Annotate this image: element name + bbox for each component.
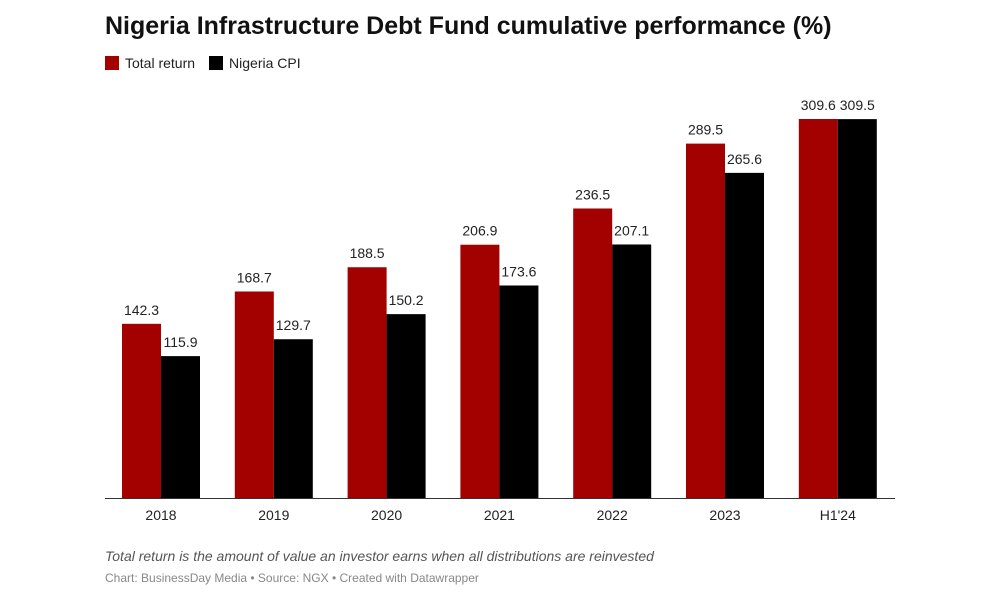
data-label: 309.5 xyxy=(840,97,875,113)
legend-item-total-return: Total return xyxy=(105,55,195,71)
x-tick-label: 2020 xyxy=(371,507,402,523)
data-label: 289.5 xyxy=(688,122,723,138)
chart-title: Nigeria Infrastructure Debt Fund cumulat… xyxy=(105,12,832,40)
data-label: 309.6 xyxy=(801,97,836,113)
legend-swatch-total-return xyxy=(105,56,119,70)
bar xyxy=(686,143,725,498)
x-tick-label: 2022 xyxy=(597,507,628,523)
data-label: 207.1 xyxy=(614,222,649,238)
chart-note: Total return is the amount of value an i… xyxy=(105,548,654,564)
data-label: 236.5 xyxy=(575,186,610,202)
x-tick-label: 2019 xyxy=(258,507,289,523)
data-label: 142.3 xyxy=(124,302,159,318)
bar xyxy=(612,244,652,498)
legend-item-nigeria-cpi: Nigeria CPI xyxy=(209,55,301,71)
data-label: 265.6 xyxy=(727,151,762,167)
bar xyxy=(386,314,426,498)
bar xyxy=(725,172,764,499)
bar xyxy=(122,323,161,498)
x-tick-label: 2021 xyxy=(484,507,515,523)
legend-swatch-nigeria-cpi xyxy=(209,56,224,70)
bar xyxy=(347,267,387,498)
bar xyxy=(573,208,613,498)
bar xyxy=(460,244,500,498)
data-label: 188.5 xyxy=(350,245,385,261)
bar xyxy=(234,291,274,498)
legend-label: Nigeria CPI xyxy=(229,55,301,71)
data-label: 168.7 xyxy=(237,269,272,285)
bar xyxy=(161,356,200,498)
x-tick-label: 2018 xyxy=(145,507,176,523)
legend-label: Total return xyxy=(125,55,196,71)
x-tick-label: 2023 xyxy=(709,507,740,523)
data-label: 206.9 xyxy=(462,223,497,239)
data-label: 129.7 xyxy=(276,317,311,333)
bar xyxy=(499,285,539,498)
data-label: 115.9 xyxy=(164,334,198,350)
bar xyxy=(798,119,838,498)
bar xyxy=(837,119,877,499)
x-tick-label: H1'24 xyxy=(820,507,856,523)
chart-credit: Chart: BusinessDay Media • Source: NGX •… xyxy=(105,571,479,585)
data-label: 173.6 xyxy=(501,263,536,279)
data-label: 150.2 xyxy=(389,292,424,308)
bar xyxy=(273,339,313,498)
legend: Total return Nigeria CPI xyxy=(105,55,301,71)
